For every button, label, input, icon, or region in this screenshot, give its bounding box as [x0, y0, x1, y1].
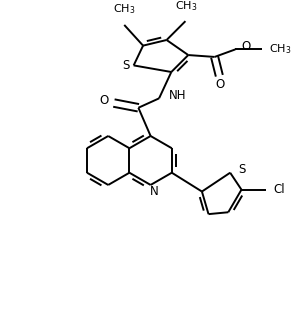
Text: NH: NH	[168, 89, 186, 102]
Text: O: O	[100, 94, 109, 107]
Text: CH$_3$: CH$_3$	[269, 43, 292, 56]
Text: N: N	[150, 185, 159, 198]
Text: Cl: Cl	[274, 183, 285, 196]
Text: S: S	[122, 59, 130, 72]
Text: CH$_3$: CH$_3$	[175, 0, 198, 13]
Text: CH$_3$: CH$_3$	[113, 3, 135, 16]
Text: O: O	[215, 78, 225, 91]
Text: S: S	[239, 163, 246, 177]
Text: O: O	[241, 40, 250, 53]
